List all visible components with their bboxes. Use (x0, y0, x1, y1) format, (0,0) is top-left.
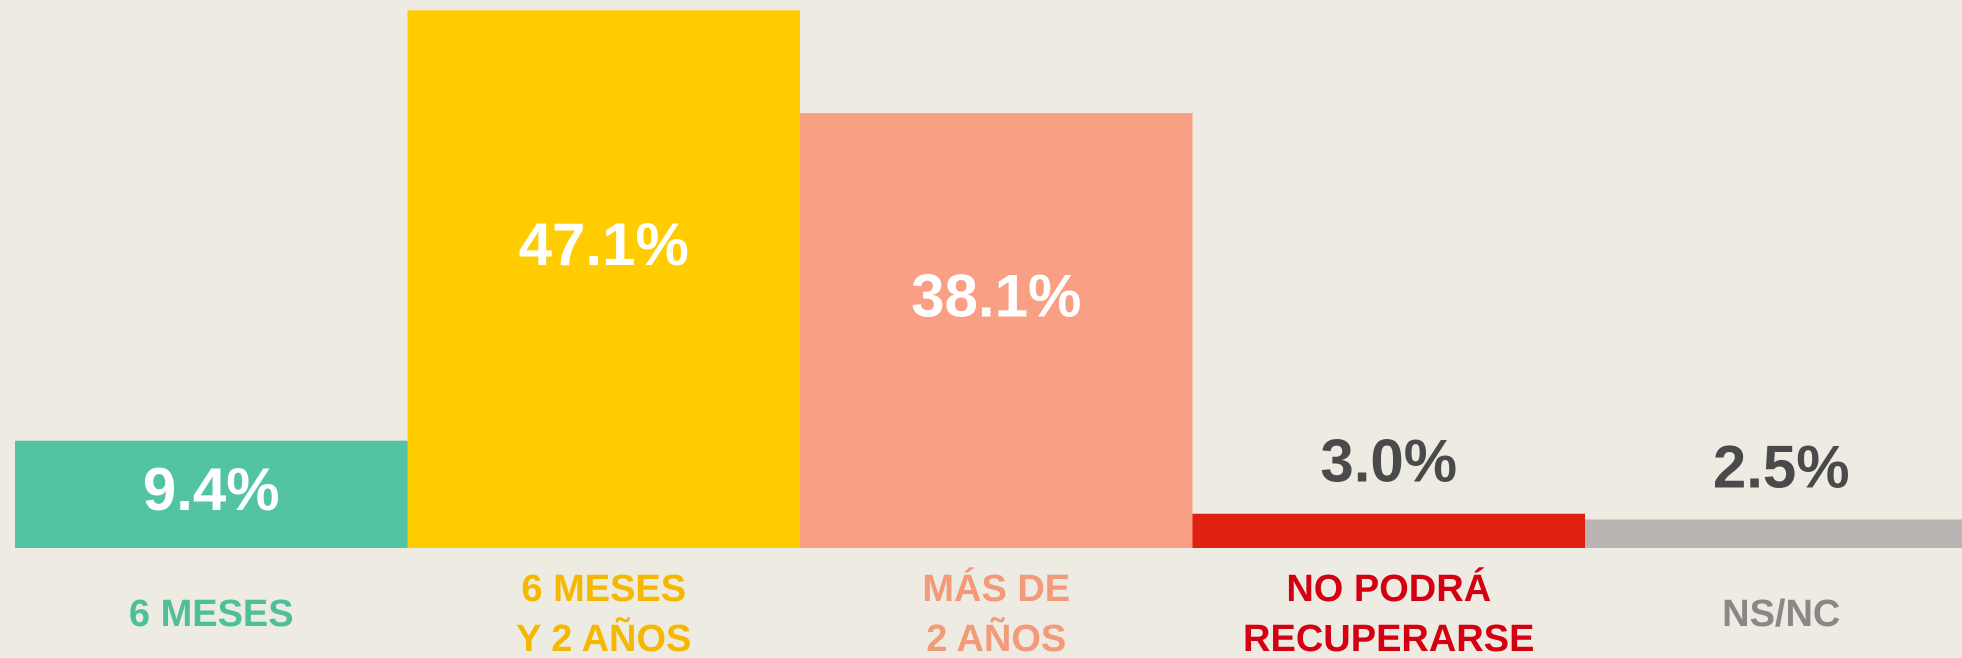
category-label: MÁS DE 2 AÑOS (922, 566, 1070, 658)
value-label: 9.4% (143, 456, 280, 523)
category-line: NO PODRÁ (1286, 566, 1491, 610)
bar (15, 440, 408, 548)
value-label: 3.0% (1320, 428, 1457, 495)
bar (1192, 513, 1585, 548)
category-line: Y 2 AÑOS (516, 616, 691, 658)
category-line: 6 MESES (521, 568, 686, 610)
category-label: NS/NC (1722, 593, 1840, 635)
category-line: RECUPERARSE (1243, 618, 1534, 658)
bar (1585, 519, 1962, 548)
value-label: 38.1% (911, 262, 1081, 329)
value-label: 47.1% (519, 211, 689, 278)
category-line: NS/NC (1722, 593, 1840, 635)
value-label: 2.5% (1713, 433, 1850, 500)
bar (407, 10, 800, 548)
bar (800, 113, 1193, 549)
category-label: NO PODRÁ RECUPERARSE (1243, 566, 1534, 658)
category-line: 2 AÑOS (926, 616, 1066, 658)
category-label: 6 MESES Y 2 AÑOS (516, 568, 691, 658)
category-label: 6 MESES (129, 593, 294, 635)
category-line: MÁS DE (922, 566, 1070, 610)
category-line: 6 MESES (129, 593, 294, 635)
